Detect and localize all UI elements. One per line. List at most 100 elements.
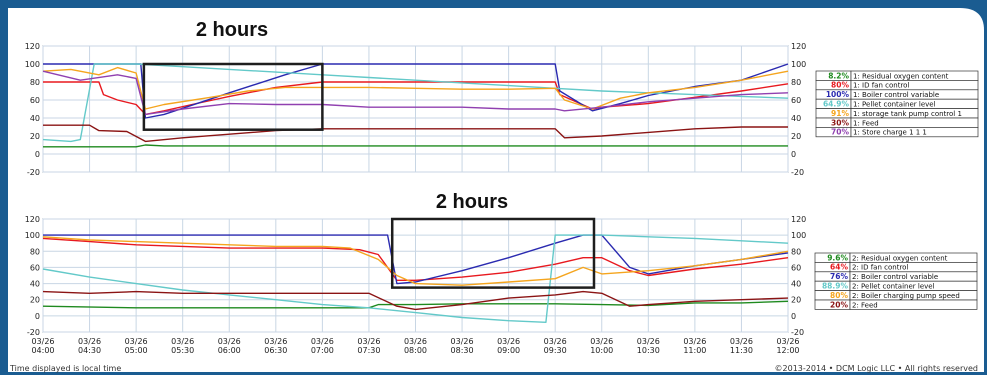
y-tick-label: 80	[30, 78, 40, 87]
y-tick-label: 20	[30, 132, 40, 141]
y-tick-label: 80	[791, 247, 801, 256]
chart2-series-lines	[42, 234, 789, 323]
series-line	[42, 236, 789, 286]
y-tick-label: -20	[791, 328, 804, 337]
x-tick-time: 10:30	[637, 346, 660, 355]
legend-label: 2: Residual oxygen content	[852, 254, 948, 262]
x-tick-time: 09:30	[544, 346, 567, 355]
legend-label: 2: Feed	[852, 301, 878, 309]
legend-label: 2: Boiler charging pump speed	[852, 292, 960, 300]
x-tick-time: 08:00	[404, 346, 427, 355]
footer-copyright: ©2013-2014 • DCM Logic LLC • All rights …	[775, 364, 978, 373]
x-tick-date: 03/26	[357, 337, 380, 346]
legend-label: 2: ID fan control	[852, 264, 908, 272]
x-tick-date: 03/26	[776, 337, 799, 346]
y-tick-label: 60	[791, 263, 801, 272]
y-tick-label: 60	[30, 96, 40, 105]
series-line	[42, 237, 789, 281]
series-line	[42, 290, 789, 311]
y-tick-label: 60	[791, 96, 801, 105]
x-tick-time: 11:30	[730, 346, 753, 355]
chart1-annotation: 2 hours	[196, 19, 268, 41]
y-tick-label: 120	[791, 215, 806, 224]
x-tick-date: 03/26	[683, 337, 706, 346]
x-tick-time: 09:00	[497, 346, 520, 355]
legend-label: 1: Residual oxygen content	[853, 72, 949, 80]
legend-value: 30%	[831, 118, 849, 127]
chart1-highlight-box	[142, 62, 324, 131]
y-tick-label: 60	[30, 263, 40, 272]
x-tick-date: 03/26	[311, 337, 334, 346]
y-tick-label: 80	[791, 78, 801, 87]
legend-value: 70%	[831, 128, 849, 137]
chart2-highlight-box	[390, 217, 596, 289]
y-tick-label: 120	[791, 42, 806, 51]
y-tick-label: 100	[791, 60, 806, 69]
legend-label: 1: Feed	[853, 119, 879, 127]
y-tick-label: 20	[791, 296, 801, 305]
x-tick-date: 03/26	[590, 337, 613, 346]
legend-value: 64%	[830, 263, 848, 272]
x-tick-date: 03/26	[637, 337, 660, 346]
chart1-y-axis-left: 120 100 80 60 40 20 0 -20	[25, 42, 40, 177]
series-line	[43, 124, 788, 143]
x-tick-date: 03/26	[31, 337, 54, 346]
x-tick-time: 10:00	[590, 346, 613, 355]
y-tick-label: 0	[35, 312, 40, 321]
legend-label: 2: Boiler control variable	[852, 273, 938, 281]
x-tick-date: 03/26	[125, 337, 148, 346]
y-tick-label: 0	[791, 150, 796, 159]
series-line	[42, 66, 789, 110]
x-tick-date: 03/26	[497, 337, 520, 346]
x-tick-date: 03/26	[78, 337, 101, 346]
legend-label: 2: Pellet container level	[852, 283, 935, 291]
y-tick-label: 100	[25, 60, 40, 69]
chart2-x-axis: 03/2604:0003/2604:3003/2605:0003/2605:30…	[31, 337, 799, 355]
chart1-legend: 8.2% 1: Residual oxygen content 80% 1: ID f…	[815, 70, 979, 138]
legend-value: 100%	[826, 90, 850, 99]
x-tick-date: 03/26	[730, 337, 753, 346]
legend-value: 80%	[831, 81, 849, 90]
legend-label-cell	[850, 127, 979, 138]
legend-value: 88.9%	[822, 282, 849, 291]
x-tick-time: 06:30	[264, 346, 287, 355]
x-tick-time: 05:30	[171, 346, 194, 355]
series-line	[42, 234, 789, 323]
legend-label: 1: Boiler control variable	[853, 91, 939, 99]
x-tick-time: 07:30	[357, 346, 380, 355]
y-tick-label: 120	[25, 42, 40, 51]
x-tick-time: 08:30	[451, 346, 474, 355]
legend-label: 1: ID fan control	[853, 82, 909, 90]
x-tick-time: 07:00	[311, 346, 334, 355]
y-tick-label: 40	[30, 114, 40, 123]
y-tick-label: 120	[25, 215, 40, 224]
y-tick-label: 40	[791, 114, 801, 123]
chart2-y-axis-left: 120 100 80 60 40 20 0 -20	[25, 215, 40, 337]
y-tick-label: -20	[27, 328, 40, 337]
chart2-grid	[42, 218, 789, 333]
y-tick-label: 0	[35, 150, 40, 159]
chart1-y-axis-right: 120 100 80 60 40 20 0 -20	[791, 42, 806, 177]
y-tick-label: 20	[30, 296, 40, 305]
legend-label-cell	[849, 299, 978, 310]
x-tick-date: 03/26	[544, 337, 567, 346]
x-tick-date: 03/26	[404, 337, 427, 346]
chart2-annotation: 2 hours	[436, 191, 508, 213]
x-tick-time: 04:30	[78, 346, 101, 355]
legend-label: 1: storage tank pump control 1	[853, 110, 962, 118]
y-tick-label: 40	[30, 280, 40, 289]
x-tick-time: 06:00	[218, 346, 241, 355]
legend-label: 1: Pellet container level	[853, 101, 936, 109]
y-tick-label: 0	[791, 312, 796, 321]
chart2-y-axis-right: 120 100 80 60 40 20 0 -20	[791, 215, 806, 337]
y-tick-label: 40	[791, 280, 801, 289]
legend-label: 1: Store charge 1 1 1	[853, 129, 927, 137]
legend-value: 64.9%	[823, 100, 850, 109]
legend-value: 91%	[831, 109, 849, 118]
y-tick-label: 100	[25, 231, 40, 240]
x-tick-date: 03/26	[218, 337, 241, 346]
y-tick-label: -20	[791, 168, 804, 177]
x-tick-date: 03/26	[451, 337, 474, 346]
series-line	[43, 234, 789, 285]
